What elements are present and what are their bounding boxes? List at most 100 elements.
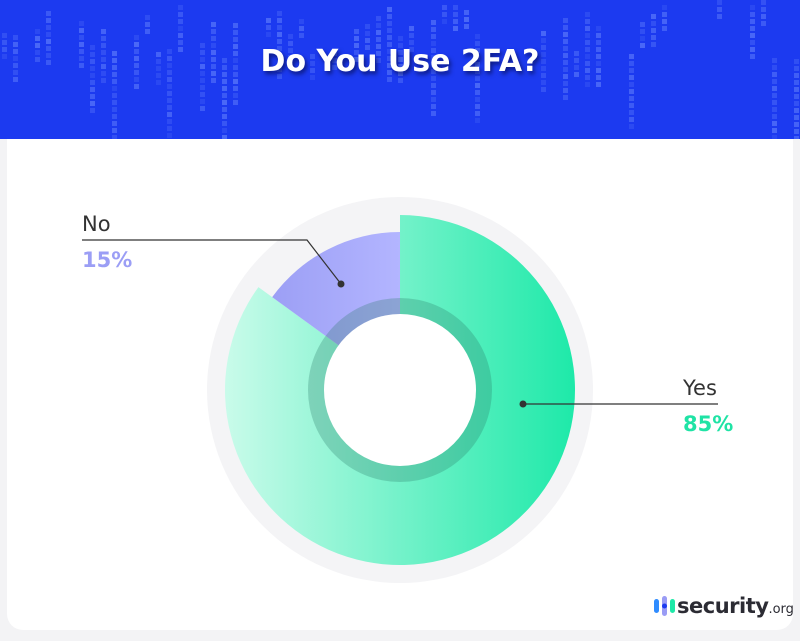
rain-cell: [35, 50, 40, 55]
rain-cell: [464, 24, 469, 29]
rain-cell: [596, 68, 601, 73]
rain-cell: [431, 104, 436, 109]
rain-cell: [475, 69, 480, 74]
rain-cell: [167, 70, 172, 75]
rain-cell: [629, 68, 634, 73]
rain-cell: [431, 41, 436, 46]
rain-cell: [200, 71, 205, 76]
rain-cell: [200, 99, 205, 104]
rain-cell: [101, 36, 106, 41]
rain-cell: [354, 36, 359, 41]
rain-cell: [233, 51, 238, 56]
rain-cell: [178, 26, 183, 31]
rain-cell: [431, 69, 436, 74]
rain-cell: [387, 63, 392, 68]
rain-cell: [772, 128, 777, 133]
rain-cell: [629, 54, 634, 59]
rain-cell: [167, 133, 172, 138]
rain-cell: [442, 12, 447, 17]
rain-cell: [178, 5, 183, 10]
rain-cell: [453, 26, 458, 31]
rain-cell: [134, 35, 139, 40]
rain-cell: [750, 40, 755, 45]
rain-cell: [90, 80, 95, 85]
rain-cell: [585, 12, 590, 17]
rain-cell: [563, 95, 568, 100]
rain-cell: [134, 77, 139, 82]
rain-cell: [585, 75, 590, 80]
rain-cell: [134, 70, 139, 75]
rain-cell: [299, 33, 304, 38]
rain-cell: [222, 58, 227, 63]
rain-cell: [750, 33, 755, 38]
rain-cell: [453, 19, 458, 24]
rain-cell: [794, 73, 799, 78]
rain-cell: [629, 124, 634, 129]
rain-cell: [442, 19, 447, 24]
rain-cell: [46, 60, 51, 65]
rain-cell: [167, 56, 172, 61]
rain-cell: [629, 82, 634, 87]
rain-cell: [112, 51, 117, 56]
rain-cell: [101, 64, 106, 69]
rain-cell: [2, 33, 7, 38]
rain-cell: [585, 33, 590, 38]
rain-cell: [145, 29, 150, 34]
rain-cell: [574, 51, 579, 56]
rain-cell: [750, 54, 755, 59]
rain-cell: [387, 7, 392, 12]
rain-cell: [574, 72, 579, 77]
no-percent: 15%: [82, 248, 133, 272]
security-org-logo: security .org: [653, 594, 794, 618]
rain-cell: [409, 47, 414, 52]
rain-cell: [541, 73, 546, 78]
rain-cell: [2, 40, 7, 45]
rain-cell: [134, 42, 139, 47]
rain-cell: [398, 71, 403, 76]
rain-cell: [475, 34, 480, 39]
rain-cell: [563, 67, 568, 72]
rain-cell: [409, 40, 414, 45]
rain-cell: [101, 29, 106, 34]
rain-cell: [398, 78, 403, 83]
rain-cell: [233, 72, 238, 77]
rain-cell: [772, 79, 777, 84]
rain-cell: [2, 54, 7, 59]
rain-cell: [178, 12, 183, 17]
rain-cell: [200, 106, 205, 111]
rain-cell: [431, 76, 436, 81]
rain-cell: [563, 46, 568, 51]
rain-cell: [167, 105, 172, 110]
rain-cell: [35, 57, 40, 62]
rain-cell: [475, 118, 480, 123]
rain-cell: [772, 121, 777, 126]
rain-cell: [717, 7, 722, 12]
rain-cell: [431, 62, 436, 67]
rain-cell: [277, 18, 282, 23]
rain-cell: [596, 54, 601, 59]
rain-cell: [431, 20, 436, 25]
rain-cell: [79, 49, 84, 54]
rain-cell: [167, 91, 172, 96]
rain-cell: [794, 94, 799, 99]
rain-cell: [167, 126, 172, 131]
rain-cell: [387, 56, 392, 61]
rain-cell: [13, 49, 18, 54]
rain-cell: [35, 29, 40, 34]
rain-cell: [541, 80, 546, 85]
rain-cell: [90, 45, 95, 50]
rain-cell: [541, 52, 546, 57]
rain-cell: [200, 43, 205, 48]
rain-cell: [233, 100, 238, 105]
rain-cell: [112, 58, 117, 63]
rain-cell: [376, 23, 381, 28]
rain-cell: [310, 75, 315, 80]
rain-cell: [35, 36, 40, 41]
rain-cell: [332, 58, 337, 63]
rain-cell: [310, 68, 315, 73]
rain-cell: [563, 39, 568, 44]
rain-cell: [288, 55, 293, 60]
rain-cell: [13, 56, 18, 61]
rain-cell: [574, 58, 579, 63]
